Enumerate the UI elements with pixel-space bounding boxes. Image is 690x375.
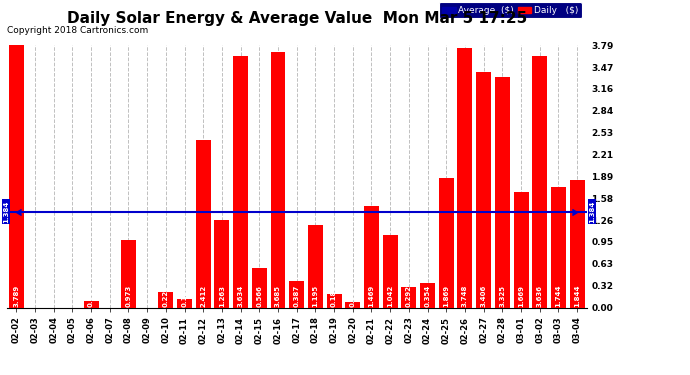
Text: 3.685: 3.685 [275,285,281,307]
Text: 0.566: 0.566 [256,285,262,307]
Bar [495,77,510,308]
Text: 0.223: 0.223 [163,285,169,307]
Text: 1.844: 1.844 [574,284,580,307]
Text: 1.263: 1.263 [219,285,225,307]
Bar [308,225,323,308]
Text: 0.354: 0.354 [424,285,431,307]
Text: 3.406: 3.406 [481,285,486,307]
Bar [383,236,397,308]
Text: 1.042: 1.042 [387,285,393,307]
Bar [233,56,248,308]
Bar [402,287,416,308]
Bar [177,299,192,307]
Bar [457,48,473,308]
Bar [289,281,304,308]
Bar [513,192,529,308]
Bar [158,292,173,308]
Text: 3.789: 3.789 [13,285,19,307]
Text: 0.125: 0.125 [181,285,188,307]
Text: 0.387: 0.387 [294,285,299,307]
Bar [326,294,342,307]
Bar [439,178,454,308]
Bar [9,45,23,308]
Bar [420,283,435,308]
Text: 1.744: 1.744 [555,284,562,307]
Bar [570,180,584,308]
Text: 0.973: 0.973 [126,285,131,307]
Text: 1.384: 1.384 [589,201,595,223]
Bar [532,56,547,308]
Text: 1.384: 1.384 [3,201,9,223]
Text: Daily Solar Energy & Average Value  Mon Mar 5 17:25: Daily Solar Energy & Average Value Mon M… [66,11,527,26]
Bar [476,72,491,308]
Text: 0.188: 0.188 [331,285,337,307]
Bar [551,187,566,308]
Text: 1.869: 1.869 [443,285,449,307]
Legend: Average  ($), Daily   ($): Average ($), Daily ($) [439,2,582,18]
Bar [270,52,286,308]
Text: 2.412: 2.412 [200,285,206,307]
Text: 3.636: 3.636 [537,285,543,307]
Text: 1.469: 1.469 [368,285,375,307]
Text: 3.748: 3.748 [462,284,468,307]
Bar [83,301,99,307]
Text: 0.292: 0.292 [406,285,412,307]
Text: 0.084: 0.084 [350,284,356,307]
Bar [252,268,267,308]
Text: 1.195: 1.195 [313,285,318,307]
Text: 1.669: 1.669 [518,285,524,307]
Bar [345,302,360,307]
Text: 3.325: 3.325 [500,285,505,307]
Bar [215,220,229,308]
Bar [121,240,136,308]
Bar [364,206,379,308]
Text: 3.634: 3.634 [237,285,244,307]
Text: 0.097: 0.097 [88,285,94,307]
Text: Copyright 2018 Cartronics.com: Copyright 2018 Cartronics.com [7,26,148,35]
Bar [196,141,210,308]
